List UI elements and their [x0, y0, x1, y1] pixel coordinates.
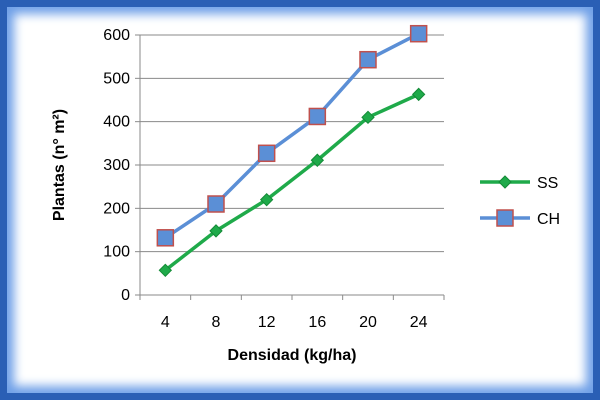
- legend: SS CH: [480, 175, 560, 228]
- legend-item-ss: SS: [480, 175, 558, 192]
- y-tick-label: 100: [103, 244, 130, 261]
- legend-item-ch: CH: [480, 209, 560, 228]
- legend-label: CH: [537, 211, 560, 228]
- y-tick-label: 600: [103, 27, 130, 44]
- data-point: [257, 144, 276, 163]
- x-tick-label: 12: [258, 314, 276, 331]
- data-point: [207, 195, 225, 213]
- legend-marker: [496, 209, 514, 227]
- data-point: [411, 87, 426, 102]
- data-point: [361, 110, 375, 125]
- legend-marker: [498, 175, 512, 189]
- x-tick-label: 16: [308, 314, 326, 331]
- axes: 0 100 200 300 400 500 600 4 8 12 16 20 24: [103, 27, 445, 331]
- series-ch: [156, 24, 428, 247]
- x-tick-label: 24: [410, 314, 428, 331]
- legend-label: SS: [537, 175, 558, 192]
- y-tick-label: 0: [121, 287, 130, 304]
- data-point: [359, 50, 377, 69]
- series-line: [164, 32, 420, 240]
- data-point: [310, 153, 325, 167]
- x-tick-label: 8: [212, 314, 221, 331]
- x-tick-label: 20: [359, 314, 377, 331]
- series: [156, 24, 428, 278]
- y-tick-label: 500: [103, 70, 130, 87]
- data-point: [158, 263, 173, 278]
- gridlines: [140, 34, 444, 253]
- series-line: [164, 92, 420, 272]
- y-axis-title: Plantas (n° m²): [51, 109, 68, 221]
- x-tick-label: 4: [161, 314, 170, 331]
- y-tick-label: 300: [103, 157, 130, 174]
- chart-panel: [7, 7, 593, 393]
- x-axis-title: Densidad (kg/ha): [228, 347, 357, 364]
- series-ss: [158, 87, 426, 278]
- y-tick-label: 200: [103, 200, 130, 217]
- data-point: [308, 107, 327, 126]
- data-point: [156, 229, 175, 247]
- data-point: [209, 224, 223, 238]
- data-point: [409, 24, 428, 43]
- data-point: [259, 192, 274, 207]
- y-tick-label: 400: [103, 114, 130, 131]
